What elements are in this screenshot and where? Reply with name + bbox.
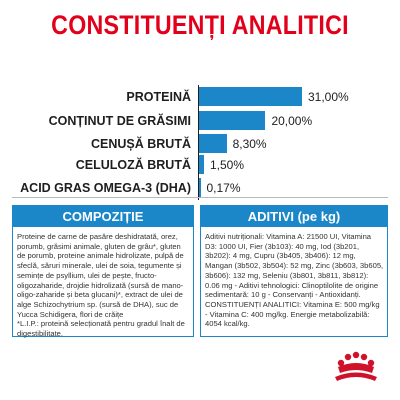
bar-value-label: 8,30% [232, 137, 267, 151]
bar-value-label: 20,00% [271, 114, 313, 128]
bar-axis-line [198, 176, 199, 200]
bar [199, 111, 266, 130]
additives-constituents: CONSTITUENȚI ANALITICI: Vitamina E: 500 … [205, 299, 380, 329]
bar-axis-line [198, 85, 199, 109]
bar-row: PROTEINĂ 31,00% [0, 85, 400, 109]
additives-body: Aditivi nutriționali: Vitamina A: 21500 … [205, 232, 384, 329]
section-divider [12, 197, 388, 198]
composition-panel: COMPOZIȚIE Proteine de carne de pasăre d… [12, 205, 194, 339]
composition-footnote: *L.I.P.: proteină selecționată pentru gr… [17, 319, 185, 339]
bar-row: CONȚINUT DE GRĂSIMI 20,00% [0, 109, 400, 133]
additives-text: Aditivi nutriționali: Vitamina A: 21500 … [205, 232, 384, 300]
bar-label: ACID GRAS OMEGA-3 (DHA) [20, 181, 191, 195]
bar [199, 134, 227, 153]
additives-header: ADITIVI (pe kg) [201, 206, 387, 227]
bar-label: CELULOZĂ BRUTĂ [75, 158, 191, 172]
composition-body: Proteine de carne de pasăre deshidratată… [17, 232, 190, 339]
page-title: CONSTITUENȚI ANALITICI [51, 10, 349, 40]
bar-label: PROTEINĂ [126, 90, 191, 104]
bar [199, 87, 302, 106]
bar [199, 155, 204, 174]
bar-axis-line [198, 132, 199, 156]
bar-axis-line [198, 153, 199, 177]
royal-canin-crown-logo-icon [335, 351, 377, 381]
bar-row: CELULOZĂ BRUTĂ 1,50% [0, 153, 400, 177]
bar [199, 178, 201, 197]
bar-row: ACID GRAS OMEGA-3 (DHA) 0,17% [0, 176, 400, 200]
bar-value-label: 1,50% [209, 158, 244, 172]
bar-axis-line [198, 109, 199, 133]
bar-value-label: 31,00% [308, 90, 349, 104]
bar-label: CONȚINUT DE GRĂSIMI [48, 114, 191, 128]
composition-text: Proteine de carne de pasăre deshidratată… [17, 232, 184, 319]
composition-header: COMPOZIȚIE [13, 206, 193, 227]
bar-label: CENUȘĂ BRUTĂ [91, 137, 191, 151]
bar-value-label: 0,17% [206, 181, 241, 195]
bar-row: CENUȘĂ BRUTĂ 8,30% [0, 132, 400, 156]
additives-panel: ADITIVI (pe kg) Aditivi nutriționali: Vi… [200, 205, 388, 337]
